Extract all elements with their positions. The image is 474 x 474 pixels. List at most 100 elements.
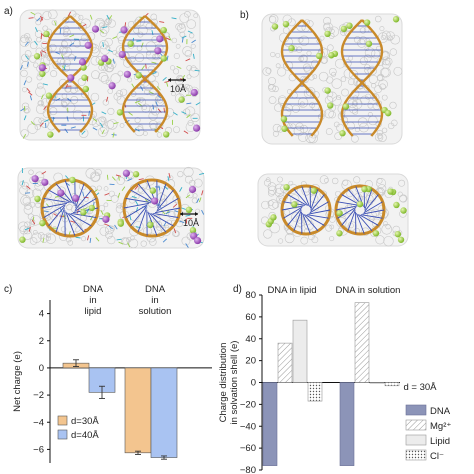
lipid-molecule	[111, 176, 116, 181]
mg-ion	[339, 130, 346, 137]
lipid-mesh	[186, 19, 197, 29]
mg-ion	[116, 109, 124, 116]
lipid-mesh	[71, 204, 81, 214]
lipid-mesh	[320, 110, 327, 117]
lipid-molecule	[24, 41, 29, 46]
dna-base	[55, 208, 65, 233]
lipid-mesh	[387, 35, 393, 42]
lipid-mesh	[23, 106, 31, 114]
lipid-mesh	[331, 78, 343, 89]
lipid-mesh	[78, 22, 87, 32]
lipid-mesh	[272, 130, 279, 137]
mg-ion	[33, 53, 41, 60]
group-label: in	[89, 295, 96, 306]
lipid-molecule	[89, 237, 92, 243]
lipid-mesh	[293, 125, 305, 137]
lipid-mesh	[268, 84, 276, 92]
lipid-mesh	[47, 9, 58, 20]
lipid-molecule	[95, 237, 100, 242]
lipid-mesh	[49, 43, 57, 52]
lipid-mesh	[168, 175, 174, 181]
dna-base	[356, 213, 365, 234]
lipid-mesh	[177, 171, 184, 178]
lipid-mesh	[184, 10, 191, 18]
lipid-mesh	[268, 96, 277, 104]
lipid-mesh	[374, 85, 383, 93]
lipid-mesh	[42, 11, 52, 21]
lipid-molecule	[87, 235, 90, 241]
cl-ion	[192, 124, 201, 132]
lipid-mesh	[173, 126, 180, 134]
lipid-mesh	[295, 215, 305, 224]
lipid-mesh	[168, 211, 176, 219]
cl-ion	[118, 50, 126, 59]
lipid-mesh	[331, 177, 339, 185]
lipid-molecule	[135, 200, 139, 206]
lipid-mesh	[302, 63, 311, 72]
lipid-mesh	[274, 187, 285, 198]
lipid-mesh	[52, 61, 61, 70]
mg-ion	[82, 85, 90, 93]
lipid-mesh	[134, 16, 145, 27]
lipid-molecule	[124, 22, 127, 28]
lipid-region	[257, 173, 409, 247]
dna-base	[125, 197, 151, 203]
lipid-mesh	[353, 193, 363, 203]
lipid-mesh	[156, 132, 163, 138]
lipid-mesh	[149, 238, 157, 246]
cl-ion	[91, 25, 100, 33]
lipid-molecule	[28, 226, 31, 232]
chart-charge-distribution: −80 −60 −40 −20 0 20 40 60 80 Charge distribution…	[218, 285, 451, 474]
lipid-molecule	[104, 223, 110, 227]
lipid-mesh	[37, 100, 44, 107]
lipid-mesh	[295, 122, 304, 131]
y-axis-label: Net charge (e)	[12, 351, 23, 412]
lipid-mesh	[177, 23, 186, 33]
lipid-mesh	[352, 100, 359, 107]
lipid-mesh	[381, 56, 391, 66]
dna-base	[308, 209, 331, 215]
lipid-mesh	[188, 33, 195, 39]
lipid-molecule	[20, 107, 26, 112]
lipid-mesh	[379, 26, 385, 32]
legend-label: Lipid	[430, 436, 450, 447]
mg-ion	[384, 109, 392, 117]
cl-ion	[154, 47, 162, 55]
lipid-mesh	[172, 230, 179, 237]
lipid-mesh	[61, 198, 70, 207]
lipid-molecule	[92, 117, 98, 122]
lipid-mesh	[288, 180, 294, 186]
lipid-molecule	[62, 65, 66, 70]
lipid-mesh	[287, 89, 292, 94]
lipid-mesh	[119, 123, 125, 128]
y-tick-label: 60	[245, 312, 256, 323]
lipid-mesh	[80, 18, 91, 29]
lipid-mesh	[340, 76, 347, 82]
cl-ion	[108, 82, 116, 90]
lipid-mesh	[129, 56, 136, 63]
lipid-mesh	[106, 59, 117, 70]
panel-a-cross-section	[17, 166, 205, 249]
lipid-molecule	[40, 32, 45, 38]
dna-base	[301, 186, 310, 207]
cl-ion	[41, 178, 49, 186]
lipid-mesh	[325, 128, 333, 136]
lipid-mesh	[319, 190, 328, 199]
lipid-molecule	[173, 228, 177, 234]
bar-DNA-1	[339, 382, 355, 466]
lipid-mesh	[272, 123, 282, 133]
lipid-mesh	[137, 31, 144, 38]
mg-ion	[324, 30, 331, 38]
lipid-mesh	[105, 64, 114, 73]
lipid-molecule	[101, 111, 107, 115]
lipid-mesh	[341, 88, 349, 97]
lipid-molecule	[101, 129, 105, 135]
lipid-mesh	[30, 215, 41, 226]
lipid-molecule	[172, 203, 178, 208]
lipid-mesh	[184, 175, 193, 184]
cl-ion	[102, 215, 110, 223]
lipid-mesh	[304, 65, 312, 74]
lipid-mesh	[323, 16, 332, 25]
lipid-mesh	[51, 19, 58, 26]
lipid-mesh	[391, 119, 398, 127]
